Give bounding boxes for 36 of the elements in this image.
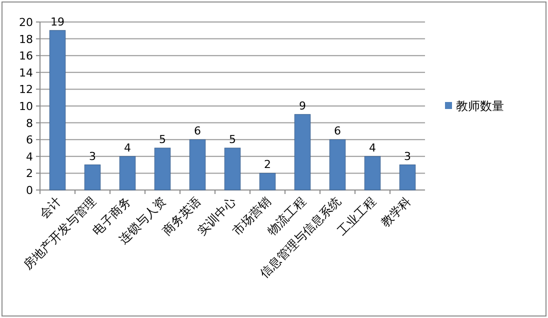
data-label: 9 xyxy=(299,99,306,112)
bar xyxy=(49,30,66,190)
data-label: 4 xyxy=(369,141,376,154)
y-tick-label: 10 xyxy=(19,100,33,113)
x-tick-label: 会计 xyxy=(36,194,64,222)
data-label: 5 xyxy=(229,133,236,146)
y-tick-label: 12 xyxy=(19,83,33,96)
y-tick-label: 2 xyxy=(26,167,33,180)
y-tick-label: 8 xyxy=(26,116,33,130)
bar xyxy=(259,172,276,190)
y-tick-label: 20 xyxy=(19,16,33,29)
data-label: 3 xyxy=(89,150,96,163)
bar xyxy=(224,148,241,190)
bar xyxy=(364,156,381,190)
data-label: 2 xyxy=(264,158,271,172)
y-tick-label: 0 xyxy=(26,184,33,197)
y-tick-label: 6 xyxy=(26,134,33,147)
bar xyxy=(154,148,171,190)
x-tick-label: 教学科 xyxy=(378,194,414,230)
bar xyxy=(294,114,311,190)
data-label: 3 xyxy=(404,150,411,163)
bar xyxy=(399,164,416,190)
data-label: 4 xyxy=(124,141,131,154)
bar xyxy=(329,139,346,190)
data-label: 5 xyxy=(159,133,166,146)
bar xyxy=(189,139,206,190)
y-tick-label: 16 xyxy=(19,50,33,63)
data-label: 6 xyxy=(194,124,201,138)
legend-label: 教师数量 xyxy=(456,99,504,113)
data-label: 19 xyxy=(50,15,64,28)
y-tick-label: 14 xyxy=(19,66,33,80)
bar xyxy=(119,156,136,190)
data-label: 6 xyxy=(334,124,341,138)
y-tick-label: 18 xyxy=(19,32,33,46)
y-tick-label: 4 xyxy=(26,150,33,164)
bar xyxy=(84,164,101,190)
